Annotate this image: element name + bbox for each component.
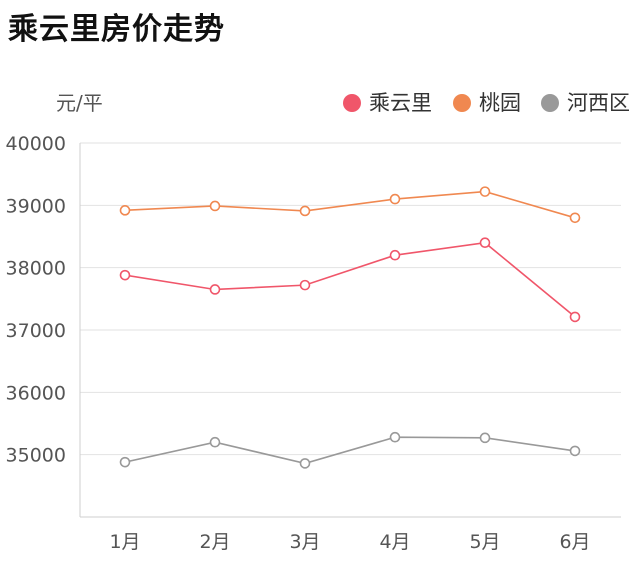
data-point [569,445,581,457]
x-tick-label: 5月 [469,531,500,553]
axes [79,143,621,518]
y-tick-label: 37000 [6,320,66,342]
series-3 [119,431,581,469]
y-tick-label: 36000 [6,382,66,404]
data-point [479,432,491,444]
legend-label: 桃园 [479,91,521,115]
data-point [569,311,581,323]
x-tick-label: 6月 [559,531,590,553]
y-tick-label: 35000 [6,445,66,467]
series-1 [119,237,581,323]
legend-marker [541,94,559,112]
tick-labels: 35000 36000 37000 38000 39000 40000 1月 2月 3月 4月 5月… [6,133,591,553]
page-title: 乘云里房价走势 [8,12,225,47]
data-point [569,212,581,224]
data-point [299,205,311,217]
y-axis-unit-label: 元/平 [56,91,103,115]
legend-item-2[interactable]: 桃园 [453,91,521,115]
legend-marker [343,94,361,112]
grid-lines [80,142,621,456]
series-line [124,190,576,219]
series-line [124,241,576,318]
data-point [119,205,131,216]
data-point [209,200,221,212]
y-tick-label: 38000 [6,258,66,280]
legend-label: 河西区 [567,91,630,115]
series-2 [119,186,581,224]
data-point [299,458,311,469]
legend-item-1[interactable]: 乘云里 [343,91,432,115]
data-point [209,284,221,295]
series-lines [119,186,581,469]
legend-label: 乘云里 [369,91,432,115]
x-tick-label: 3月 [289,531,320,553]
data-point [119,269,131,281]
legend-item-3[interactable]: 河西区 [541,91,630,115]
y-tick-label: 39000 [6,195,66,217]
data-point [209,436,221,448]
data-point [389,249,401,261]
x-tick-label: 4月 [379,531,410,553]
data-point [389,193,401,205]
legend-marker [453,94,471,112]
data-point [299,279,311,291]
series-line [124,436,576,465]
data-point [479,237,491,249]
data-point [389,431,401,443]
x-tick-label: 2月 [199,531,230,553]
legend: 乘云里 桃园 河西区 [343,91,630,115]
data-point [479,186,491,197]
data-point [119,456,131,468]
x-tick-label: 1月 [109,531,140,553]
y-tick-label: 40000 [6,133,66,155]
